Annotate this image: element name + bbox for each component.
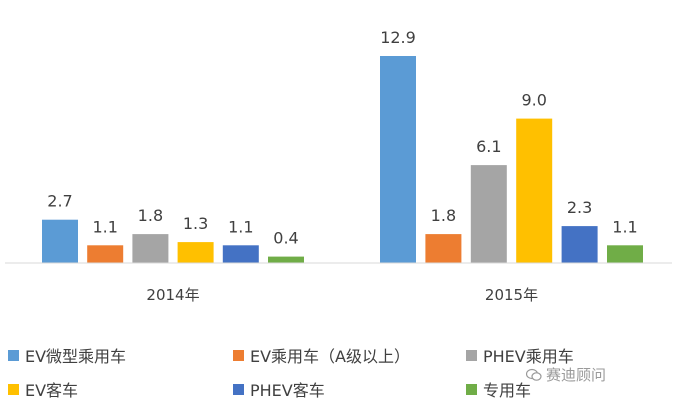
watermark-text: 赛迪顾问 [546,366,607,384]
bar-2-5 [561,226,598,263]
bar-2-3 [470,165,507,263]
legend-item-3: PHEV乘用车 [466,345,574,366]
bar-1-3 [132,234,169,263]
legend-label: PHEV乘用车 [483,347,574,366]
legend-item-2: EV乘用车（A级以上） [233,345,411,366]
data-label-1-2: 1.1 [92,217,117,236]
data-label-2-6: 1.1 [612,217,637,236]
bar-2-4 [516,118,553,263]
data-label-2-5: 2.3 [567,198,592,217]
legend-swatch [233,383,244,395]
data-label-1-6: 0.4 [273,229,298,248]
legend-item-5: PHEV客车 [233,379,325,400]
legend-label: EV微型乘用车 [25,347,127,366]
legend-swatch [233,349,244,361]
legend-item-1: EV微型乘用车 [8,345,127,366]
data-label-1-5: 1.1 [228,217,253,236]
legend: EV微型乘用车 EV乘用车（A级以上） PHEV乘用车 EV客车 PHEV客车 专用车 [0,336,676,408]
bar-chart: 2.7 1.1 1.8 1.3 1.1 0.4 12.9 1.8 6.1 9.0 2.3 1.1 20… [5,28,672,304]
bar-1-2 [87,245,124,263]
category-label-2: 2015年 [485,286,538,304]
legend-swatch [8,383,19,395]
legend-label: PHEV客车 [250,381,325,400]
data-label-2-2: 1.8 [431,206,456,225]
bar-1-5 [222,245,259,263]
legend-swatch [466,383,477,395]
data-label-1-3: 1.8 [138,206,163,225]
data-label-2-3: 6.1 [476,137,501,156]
legend-label: EV客车 [25,381,79,400]
bar-2-2 [425,234,462,263]
bar-1-1 [42,219,78,263]
data-label-2-4: 9.0 [521,91,546,110]
data-label-1-1: 2.7 [47,192,72,211]
legend-item-4: EV客车 [8,379,79,400]
data-label-2-1: 12.9 [380,28,416,47]
legend-swatch [8,349,19,361]
legend-label: 专用车 [483,381,532,400]
legend-label: EV乘用车（A级以上） [250,347,411,366]
wechat-icon [526,368,542,381]
bar-2-1 [380,56,416,263]
bar-2-6 [607,245,643,263]
legend-swatch [466,349,477,361]
legend-item-6: 专用车 [466,379,532,400]
bar-1-4 [177,242,214,263]
data-label-1-4: 1.3 [183,214,208,233]
watermark: 赛迪顾问 [526,364,606,385]
bar-1-6 [268,256,304,263]
category-label-1: 2014年 [146,286,199,304]
